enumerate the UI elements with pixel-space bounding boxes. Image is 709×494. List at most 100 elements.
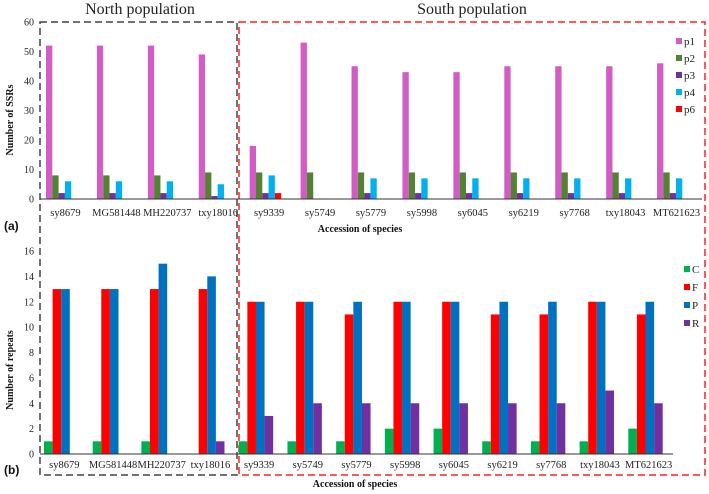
- bar-p2-sy8679: [52, 175, 59, 199]
- x-tick-label: txy18043: [580, 460, 620, 471]
- bar-P-MH220737: [158, 263, 168, 454]
- bar-R-sy5749: [313, 403, 322, 454]
- x-tick-label: MH220737: [138, 460, 186, 471]
- bar-p6-sy9339: [274, 193, 282, 199]
- bar-P-MG581448: [109, 289, 119, 454]
- legend-label: C: [692, 264, 699, 276]
- legend-label: p6: [684, 104, 696, 116]
- bar-R-sy6045: [459, 403, 468, 454]
- bar-p2-MT621623: [663, 172, 670, 199]
- x-tick-label: MH220737: [143, 208, 191, 219]
- legend-swatch-p1: [676, 38, 682, 44]
- bar-p1-sy8679: [46, 45, 53, 199]
- y-tick-label: 2: [29, 424, 34, 435]
- bar-p1-MH220737: [147, 45, 155, 199]
- x-tick-label: MG581448: [89, 460, 137, 471]
- legend-swatch-p3: [676, 72, 682, 78]
- x-axis-title: Accession of species: [313, 479, 398, 490]
- bar-p1-txy18016: [198, 54, 206, 200]
- y-tick-label: 50: [24, 47, 34, 58]
- bar-p1-sy5998: [402, 72, 409, 199]
- bar-p1-sy9339: [249, 145, 256, 199]
- x-tick-label: sy7768: [536, 460, 566, 471]
- bar-p1-sy5779: [351, 66, 358, 199]
- x-tick-label: sy8679: [50, 208, 80, 219]
- bar-C-sy6045: [433, 428, 443, 454]
- bar-R-sy7768: [556, 403, 566, 454]
- y-tick-label: 20: [24, 136, 34, 147]
- bar-p4-sy6219: [523, 178, 530, 199]
- x-tick-label: MG581448: [92, 208, 140, 219]
- bar-F-sy6045: [442, 301, 451, 454]
- bar-P-sy7768: [548, 301, 557, 454]
- bar-p3-sy6219: [516, 193, 524, 199]
- bar-p1-sy5749: [300, 42, 307, 200]
- y-tick-label: 10: [24, 165, 34, 176]
- x-tick-label: txy18016: [191, 460, 231, 471]
- bar-P-sy9339: [255, 301, 265, 454]
- legend-label: p3: [684, 70, 696, 82]
- x-tick-label: sy6045: [439, 460, 469, 471]
- bar-p2-sy9339: [255, 172, 263, 199]
- bar-p4-txy18016: [217, 184, 224, 199]
- bar-p2-sy7768: [561, 172, 568, 199]
- bar-P-txy18043: [596, 301, 606, 454]
- panel-label: (a): [4, 219, 19, 233]
- legend-swatch-p6: [676, 106, 682, 112]
- x-tick-label: sy5998: [407, 208, 437, 219]
- bar-R-txy18043: [605, 390, 615, 454]
- bar-p3-sy5779: [364, 193, 371, 199]
- bar-P-sy5998: [402, 301, 411, 454]
- x-tick-label: MT621623: [653, 208, 700, 219]
- bar-C-MG581448: [92, 441, 102, 454]
- bar-C-sy7768: [530, 441, 540, 454]
- x-tick-label: sy5749: [305, 208, 335, 219]
- bar-p1-MT621623: [657, 63, 664, 199]
- bar-C-sy5749: [287, 441, 297, 454]
- y-tick-label: 0: [29, 195, 34, 206]
- bar-F-sy7768: [539, 314, 549, 454]
- bar-F-sy8679: [52, 289, 62, 454]
- chart-b: 0 2 4 6 8 10 12 14 16 sy8679 MG581448 MH220737 txy18…: [4, 247, 700, 491]
- x-tick-label: sy7768: [560, 208, 590, 219]
- bar-p4-MT621623: [675, 178, 683, 199]
- y-tick-label: 30: [24, 106, 34, 117]
- bar-p3-txy18043: [618, 193, 626, 199]
- bar-p4-sy9339: [268, 175, 275, 199]
- bar-R-txy18016: [215, 441, 225, 454]
- legend-swatch-C: [684, 266, 690, 272]
- legend-label: p2: [684, 53, 695, 65]
- bar-F-sy6219: [490, 314, 500, 454]
- bar-F-MG581448: [101, 289, 110, 454]
- north-population-title: North population: [85, 1, 195, 18]
- x-tick-label: sy6045: [458, 208, 488, 219]
- bar-P-sy5749: [304, 301, 314, 454]
- legend-swatch-p2: [676, 55, 682, 61]
- x-tick-label: sy5998: [390, 460, 420, 471]
- bar-R-MT621623: [654, 403, 663, 454]
- north-population-box: [39, 21, 238, 476]
- y-axis-title: Number of repeats: [5, 330, 16, 410]
- bar-C-sy9339: [238, 441, 248, 454]
- y-tick-label: 14: [24, 272, 34, 283]
- bar-p4-sy8679: [64, 181, 72, 199]
- bar-p2-sy5749: [306, 172, 314, 199]
- bar-P-txy18016: [207, 276, 216, 454]
- x-tick-label: txy18016: [198, 208, 238, 219]
- bar-R-sy5998: [410, 403, 420, 454]
- bar-p3-txy18016: [211, 196, 218, 199]
- bar-C-sy5779: [336, 441, 345, 454]
- bar-p3-MT621623: [669, 193, 676, 199]
- bar-C-MT621623: [628, 428, 637, 454]
- x-tick-label: sy5779: [341, 460, 371, 471]
- bar-p4-sy5779: [370, 178, 377, 199]
- bar-p4-sy6045: [472, 178, 479, 199]
- legend-label: p4: [684, 87, 696, 99]
- bar-P-sy5779: [353, 301, 362, 454]
- bar-F-sy5749: [296, 301, 305, 454]
- legend-swatch-P: [684, 302, 690, 308]
- x-tick-label: sy6219: [487, 460, 517, 471]
- bar-p3-sy9339: [262, 193, 269, 199]
